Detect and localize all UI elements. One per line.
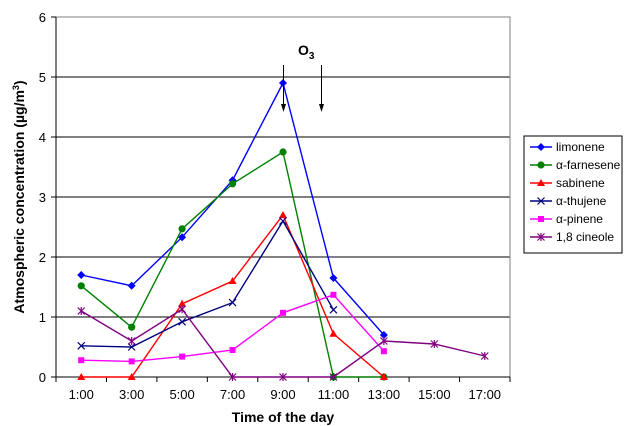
legend-marker-alpha-pinene — [538, 216, 544, 222]
data-point-alpha-pinene — [179, 353, 186, 360]
data-point-limonene — [77, 271, 86, 279]
legend-items: limonene α-farnesene sabinene α-thujene α-pi… — [530, 140, 621, 244]
data-point-limonene — [127, 281, 136, 290]
legend-marker-alpha-thujene — [537, 197, 545, 205]
legend-box — [523, 135, 623, 254]
legend-label-alpha-thujene: α-thujene — [556, 194, 607, 208]
legend-marker-limonene — [537, 143, 545, 151]
legend-marker-1-8-cineole — [537, 233, 545, 241]
data-point-1-8-cineole — [178, 305, 187, 314]
x-tick-label: 1:00 — [69, 387, 94, 402]
o3-arrow-head — [281, 104, 286, 112]
data-point-alpha-thujene — [178, 317, 187, 326]
data-point-alpha-pinene — [229, 347, 236, 353]
data-point-1-8-cineole — [379, 337, 388, 345]
data-point-alpha-farnesene — [128, 323, 136, 331]
data-point-alpha-thujene — [228, 298, 237, 307]
data-point-sabinene — [178, 299, 187, 307]
data-point-1-8-cineole — [430, 340, 439, 348]
series-alpha-thujene — [77, 217, 338, 351]
data-point-alpha-farnesene — [228, 180, 237, 188]
legend-item-sabinene: sabinene — [530, 176, 605, 190]
series-alpha-farnesene — [77, 148, 388, 381]
x-tick-label: 11:00 — [318, 387, 350, 402]
data-point-alpha-thujene — [77, 341, 86, 350]
series-layer — [77, 79, 489, 381]
y-axis-ticks: 0 1 2 3 4 5 6 — [39, 10, 57, 385]
data-point-sabinene — [279, 211, 287, 218]
data-point-alpha-pinene — [128, 358, 135, 365]
y-tick-label: 4 — [39, 130, 46, 145]
x-tick-label: 13:00 — [368, 387, 401, 402]
data-point-alpha-thujene — [329, 305, 338, 314]
x-axis-title: Time of the day — [232, 409, 335, 425]
data-point-sabinene — [228, 277, 237, 284]
y-tick-label: 6 — [39, 10, 46, 25]
data-point-1-8-cineole — [329, 373, 338, 381]
x-tick-label: 3:00 — [119, 387, 144, 402]
x-tick-label: 5:00 — [169, 387, 194, 402]
data-point-alpha-pinene — [330, 291, 337, 298]
data-point-alpha-pinene — [380, 348, 387, 355]
data-point-alpha-pinene — [280, 309, 286, 316]
data-point-1-8-cineole — [279, 373, 287, 381]
o3-subscript: 3 — [309, 51, 315, 62]
data-point-alpha-thujene — [127, 343, 136, 351]
x-tick-label: 9:00 — [270, 387, 295, 402]
legend-item-alpha-farnesene: α-farnesene — [530, 158, 621, 172]
y-tick-label: 2 — [39, 250, 46, 265]
y-tick-label: 0 — [39, 370, 46, 385]
series-1-8-cineole — [77, 305, 489, 381]
series-limonene — [77, 79, 388, 339]
y-axis-title-superscript: 3 — [11, 85, 21, 90]
legend-item-alpha-pinene: α-pinene — [530, 212, 603, 226]
series-line-limonene — [81, 81, 385, 336]
data-point-limonene — [329, 274, 338, 282]
legend-marker-alpha-farnesene — [537, 161, 545, 169]
data-point-alpha-farnesene — [279, 148, 287, 156]
o3-arrow-head — [319, 104, 324, 112]
o3-annotation: O3 — [281, 42, 324, 112]
legend: limonene α-farnesene sabinene α-thujene α-pi… — [523, 135, 623, 254]
legend-marker-sabinene — [537, 179, 545, 186]
data-point-alpha-farnesene — [77, 282, 85, 290]
data-point-sabinene — [329, 329, 338, 337]
y-tick-label: 3 — [39, 190, 46, 205]
legend-label-sabinene: sabinene — [556, 176, 605, 190]
data-point-1-8-cineole — [480, 352, 489, 360]
data-point-alpha-farnesene — [178, 225, 186, 233]
grid-lines — [56, 76, 510, 318]
legend-label-alpha-pinene: α-pinene — [556, 212, 603, 226]
legend-item-1-8-cineole: 1,8 cineole — [530, 230, 614, 244]
x-tick-label: 7:00 — [220, 387, 245, 402]
series-line-1-8-cineole — [80, 308, 485, 378]
data-point-sabinene — [77, 373, 86, 380]
y-tick-label: 5 — [39, 70, 46, 85]
data-point-1-8-cineole — [228, 373, 237, 381]
series-alpha-pinene — [78, 291, 387, 365]
data-point-limonene — [178, 233, 187, 242]
o3-label: O3 — [298, 42, 315, 62]
y-axis-title-close: ) — [11, 80, 27, 85]
data-point-alpha-thujene — [279, 217, 287, 225]
data-point-1-8-cineole — [127, 337, 136, 345]
data-point-1-8-cineole — [77, 307, 86, 315]
data-point-sabinene — [379, 373, 388, 380]
data-point-limonene — [379, 331, 388, 339]
legend-label-limonene: limonene — [556, 140, 605, 154]
series-line-alpha-thujene — [81, 219, 335, 348]
legend-item-limonene: limonene — [530, 140, 605, 154]
x-tick-label: 15:00 — [418, 387, 451, 402]
legend-label-1-8-cineole: 1,8 cineole — [556, 230, 614, 244]
legend-item-alpha-thujene: α-thujene — [530, 194, 607, 208]
y-axis-title: Atmospheric concentration (µg/m3) — [11, 80, 27, 313]
x-tick-label: 17:00 — [469, 387, 502, 402]
legend-label-alpha-farnesene: α-farnesene — [556, 158, 621, 172]
data-point-sabinene — [127, 373, 136, 380]
y-tick-label: 1 — [39, 310, 46, 325]
series-sabinene — [77, 211, 388, 380]
data-point-alpha-pinene — [78, 357, 85, 364]
